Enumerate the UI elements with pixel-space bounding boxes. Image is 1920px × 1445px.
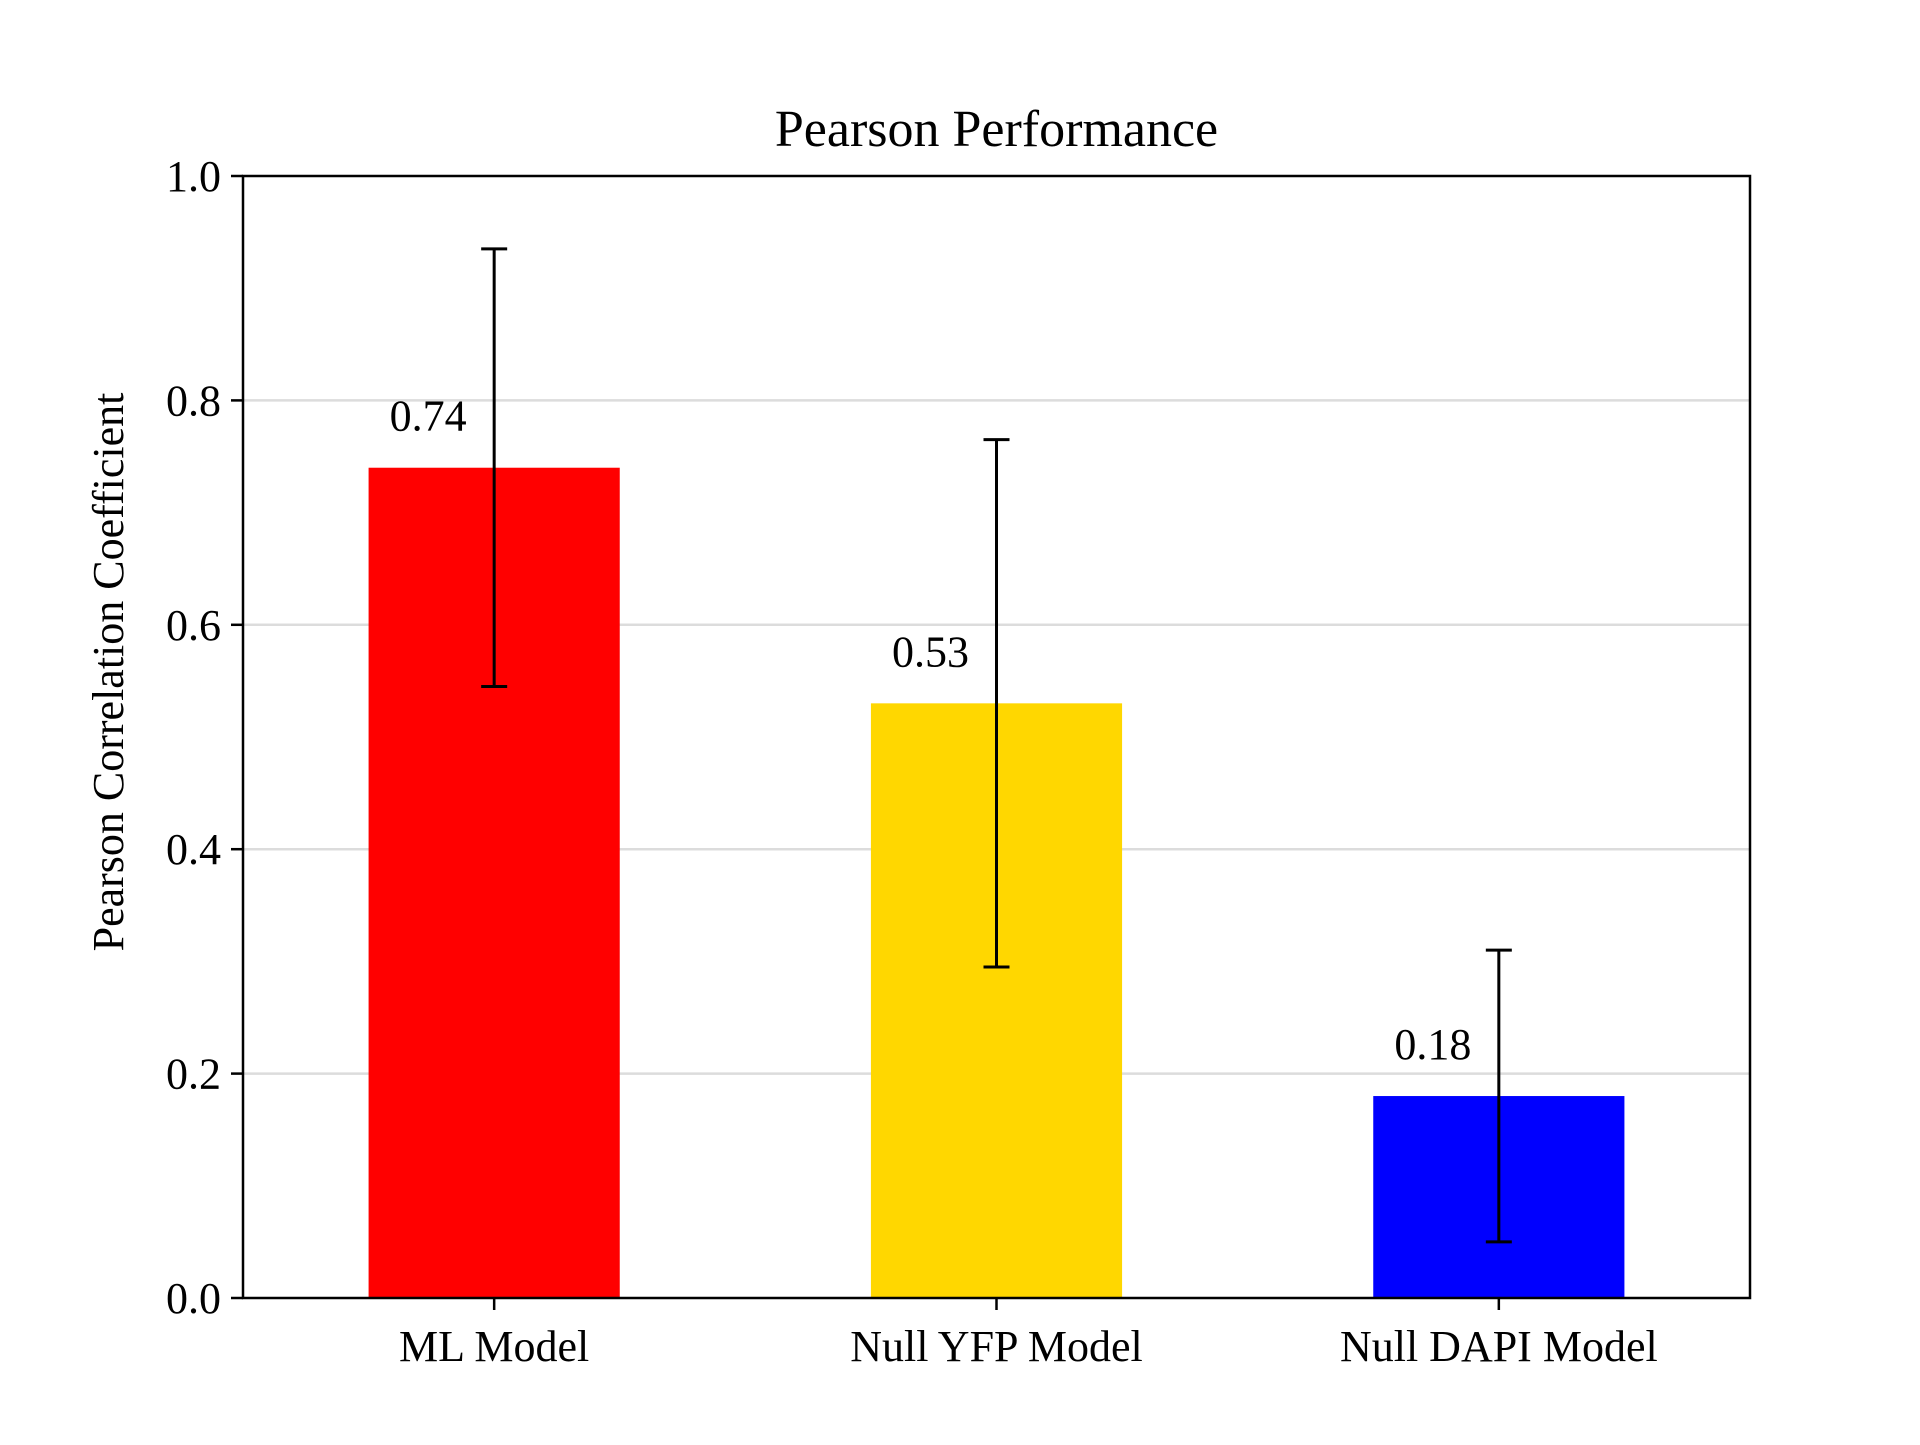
data-labels: 0.74 0.53 0.18 <box>390 392 1472 1069</box>
y-tick-label: 0.4 <box>166 825 221 874</box>
y-tick-label: 0.8 <box>166 376 221 425</box>
chart-title: Pearson Performance <box>775 101 1218 158</box>
error-bars <box>481 247 1512 1244</box>
data-label: 0.53 <box>892 627 969 676</box>
x-tick-label: Null DAPI Model <box>1340 1322 1658 1371</box>
x-axis-ticks: ML Model Null YFP Model Null DAPI Model <box>399 1298 1658 1371</box>
y-axis-ticks: 0.0 0.2 0.4 0.6 0.8 1.0 <box>166 152 243 1323</box>
y-tick-label: 0.0 <box>166 1274 221 1323</box>
y-tick-label: 0.2 <box>166 1050 221 1099</box>
y-tick-label: 0.6 <box>166 601 221 650</box>
y-axis-label: Pearson Correlation Coefficient <box>84 393 133 952</box>
y-tick-label: 1.0 <box>166 152 221 201</box>
x-tick-label: ML Model <box>399 1322 589 1371</box>
data-label: 0.18 <box>1394 1020 1471 1069</box>
data-label: 0.74 <box>390 392 467 441</box>
x-tick-label: Null YFP Model <box>850 1322 1143 1371</box>
